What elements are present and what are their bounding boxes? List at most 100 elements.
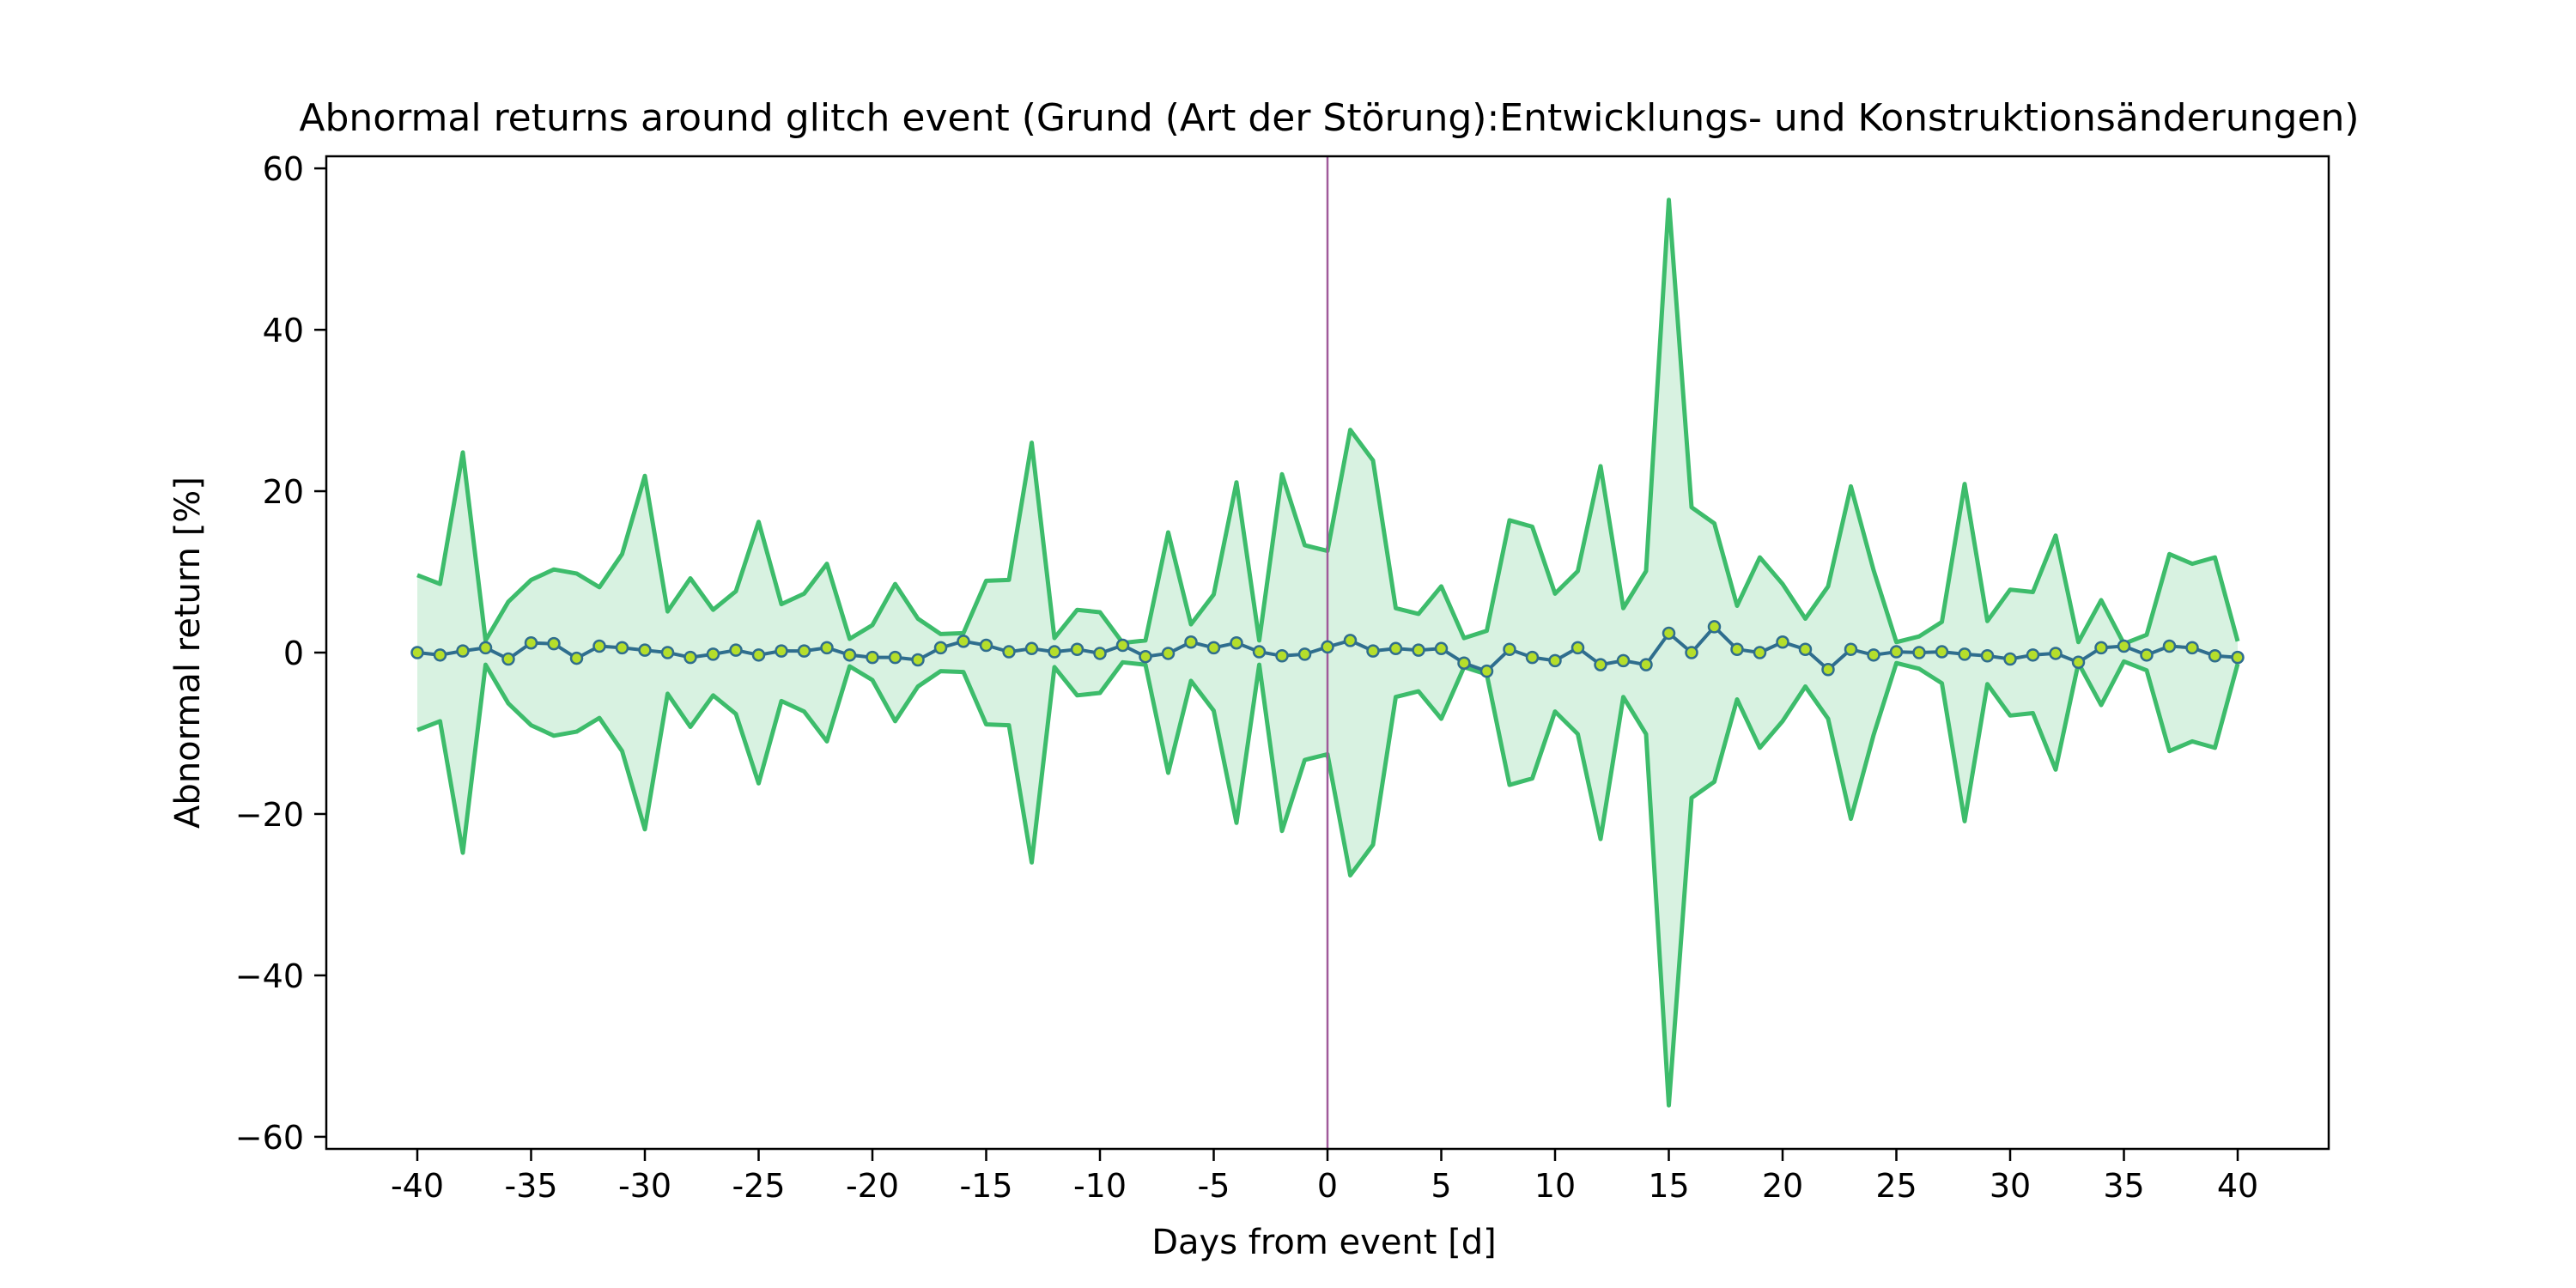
- data-point: [501, 652, 515, 666]
- data-point: [979, 638, 993, 653]
- data-point: [410, 646, 424, 659]
- data-point: [1844, 642, 1858, 656]
- x-tick-label: 0: [1317, 1167, 1338, 1205]
- x-tick-label: 15: [1648, 1167, 1689, 1205]
- data-point: [524, 635, 538, 650]
- data-point: [1275, 649, 1289, 663]
- x-tick-label: 30: [1990, 1167, 2031, 1205]
- data-point: [842, 648, 857, 662]
- x-tick-label: 25: [1875, 1167, 1917, 1205]
- data-point: [1434, 641, 1449, 656]
- data-point: [1548, 653, 1562, 668]
- x-tick-label: 35: [2103, 1167, 2144, 1205]
- data-point: [1388, 641, 1403, 656]
- data-point: [1571, 641, 1585, 655]
- x-tick-label: 20: [1762, 1167, 1803, 1205]
- x-tick-label: -20: [846, 1167, 899, 1205]
- data-point: [1503, 642, 1516, 656]
- data-point: [1639, 658, 1653, 671]
- y-tick-label: 0: [283, 635, 304, 672]
- x-tick-label: -40: [391, 1167, 444, 1205]
- data-point: [1685, 646, 1698, 659]
- data-point: [592, 639, 606, 653]
- data-point: [1115, 638, 1130, 653]
- data-point: [1024, 641, 1039, 656]
- plot-area: [410, 156, 2245, 1149]
- data-point: [456, 644, 470, 658]
- data-point: [1616, 653, 1631, 668]
- data-point: [957, 635, 970, 648]
- mean-markers: [410, 620, 2245, 678]
- data-point: [660, 646, 675, 659]
- data-point: [638, 643, 652, 657]
- data-point: [1867, 648, 1880, 662]
- data-point: [683, 650, 697, 665]
- y-tick-label: −60: [235, 1119, 304, 1157]
- y-axis-label: Abnormal return [%]: [168, 477, 208, 829]
- data-point: [729, 643, 743, 657]
- data-point: [1070, 642, 1084, 656]
- data-point: [1980, 649, 1995, 663]
- data-point: [1252, 645, 1267, 659]
- data-point: [1662, 626, 1676, 641]
- data-point: [2049, 647, 2063, 660]
- data-point: [888, 650, 902, 665]
- data-point: [820, 641, 834, 655]
- y-tick-label: 40: [263, 312, 304, 349]
- x-tick-label: 10: [1534, 1167, 1576, 1205]
- data-point: [2162, 639, 2177, 653]
- data-point: [2117, 639, 2131, 653]
- data-point: [1730, 642, 1744, 656]
- x-tick-label: 5: [1431, 1167, 1451, 1205]
- data-point: [2026, 648, 2040, 662]
- data-point: [478, 641, 493, 655]
- data-point: [547, 636, 561, 651]
- data-point: [1525, 650, 1540, 665]
- data-point: [706, 647, 720, 661]
- x-axis-label: Days from event [d]: [1151, 1223, 1497, 1262]
- y-tick-label: −20: [235, 796, 304, 834]
- x-tick-label: 40: [2217, 1167, 2258, 1205]
- x-tick-label: -5: [1198, 1167, 1230, 1205]
- data-point: [1457, 656, 1471, 670]
- y-tick-label: 20: [263, 473, 304, 511]
- data-point: [2003, 652, 2017, 666]
- data-point: [1230, 635, 1243, 650]
- data-point: [2231, 650, 2245, 665]
- data-point: [1139, 649, 1152, 664]
- data-point: [1002, 645, 1016, 659]
- data-point: [2140, 648, 2154, 662]
- data-point: [1161, 647, 1176, 660]
- x-axis: -40 -35 -30 -25 -20 -15 -10 -5 0 5 10 15 20 25 30 35 40: [391, 1149, 2258, 1205]
- data-point: [1912, 646, 1926, 659]
- data-point: [911, 653, 925, 667]
- data-point: [1889, 645, 1904, 659]
- y-axis: −60 −40 −20 0 20 40 60: [235, 150, 326, 1157]
- x-tick-label: -15: [959, 1167, 1012, 1205]
- data-point: [1707, 620, 1722, 634]
- data-point: [933, 641, 948, 655]
- chart-title: Abnormal returns around glitch event (Gr…: [299, 96, 2359, 140]
- data-point: [1776, 635, 1789, 649]
- data-point: [1321, 640, 1334, 654]
- data-point: [866, 650, 879, 665]
- x-tick-label: -10: [1073, 1167, 1127, 1205]
- data-point: [751, 648, 766, 662]
- x-tick-label: -35: [504, 1167, 557, 1205]
- data-point: [2185, 641, 2199, 655]
- x-tick-label: -30: [618, 1167, 671, 1205]
- y-tick-label: 60: [263, 150, 304, 188]
- data-point: [1184, 635, 1198, 649]
- data-point: [1479, 664, 1494, 678]
- data-point: [1093, 647, 1107, 660]
- data-point: [433, 648, 447, 662]
- data-point: [2208, 649, 2222, 663]
- data-point: [1206, 641, 1221, 655]
- data-point: [1798, 642, 1813, 656]
- data-point: [797, 644, 811, 658]
- data-point: [1821, 662, 1835, 677]
- data-point: [615, 641, 629, 655]
- data-point: [1343, 634, 1358, 647]
- data-point: [1935, 645, 1949, 659]
